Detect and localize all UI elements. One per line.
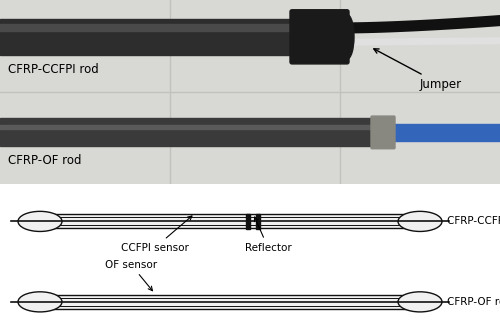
Ellipse shape (340, 14, 354, 59)
Bar (0, 24, 295, 32)
Text: CFRP-CCFPI rod: CFRP-CCFPI rod (447, 216, 500, 226)
Bar (0, 19, 295, 55)
Bar (392, 124, 500, 141)
Bar (256, 214, 260, 229)
Text: OF sensor: OF sensor (105, 260, 157, 291)
Text: CCFPI sensor: CCFPI sensor (121, 216, 192, 253)
Ellipse shape (18, 292, 62, 312)
Ellipse shape (398, 292, 442, 312)
FancyBboxPatch shape (290, 10, 349, 64)
Bar (40, 215, 420, 229)
Bar (40, 295, 420, 309)
Text: Reflector: Reflector (244, 217, 292, 253)
Bar (246, 214, 250, 229)
FancyBboxPatch shape (371, 116, 395, 149)
Ellipse shape (398, 211, 442, 231)
Text: CFRP-OF rod: CFRP-OF rod (447, 297, 500, 307)
Text: CFRP-CCFPI rod: CFRP-CCFPI rod (8, 63, 99, 76)
Bar (0, 125, 375, 129)
Ellipse shape (18, 211, 62, 231)
Text: Jumper: Jumper (374, 49, 462, 91)
Bar (0, 118, 375, 146)
Text: CFRP-OF rod: CFRP-OF rod (8, 154, 82, 167)
